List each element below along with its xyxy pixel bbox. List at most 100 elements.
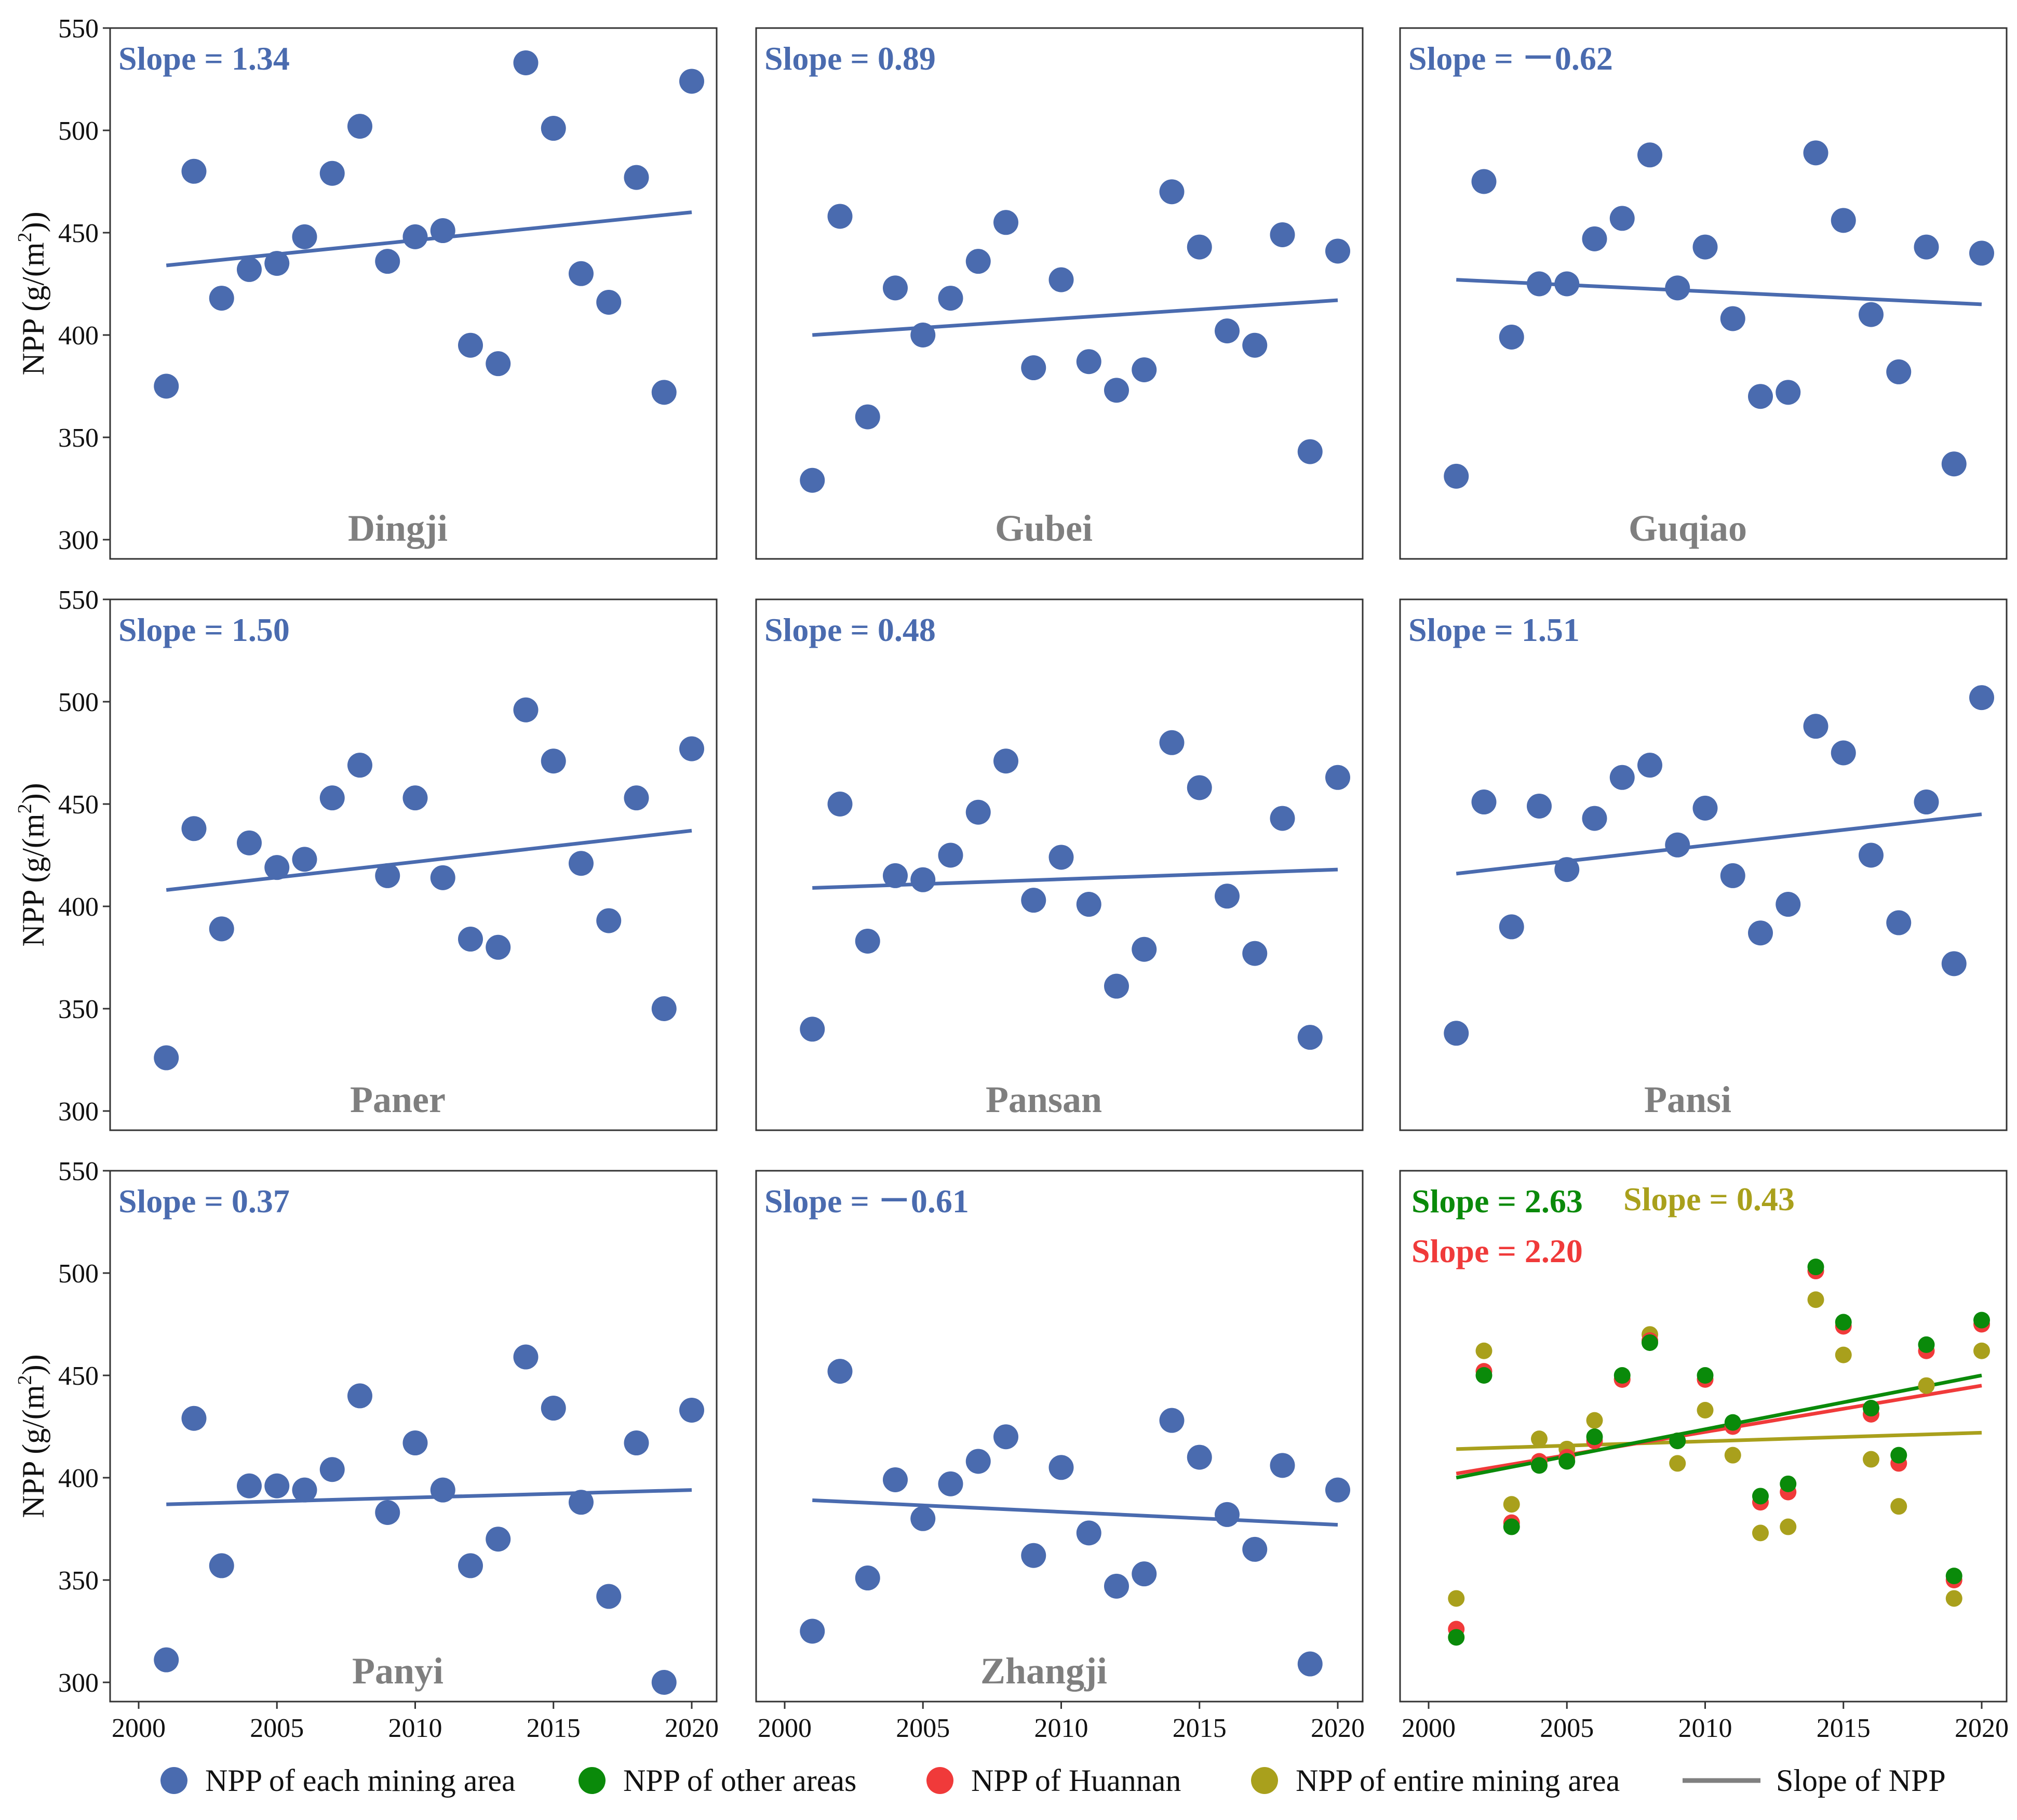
slope-label: Slope = －0.61 [764,1183,969,1220]
data-point [910,867,936,892]
data-point [1637,142,1662,168]
y-tick-label: 300 [58,526,99,555]
data-point [237,830,262,855]
data-point [1720,863,1745,888]
data-point [1886,359,1912,384]
data-point [292,847,317,872]
data-point [1692,234,1718,260]
data-point-series-0 [1780,1518,1797,1535]
data-point [1776,892,1801,917]
data-point [1665,832,1690,858]
data-point [1270,1453,1295,1478]
data-point [827,792,853,817]
data-point [651,996,677,1021]
legend-label: Slope of NPP [1776,1763,1946,1798]
data-point [1444,1021,1469,1046]
data-point [993,748,1018,774]
plot-frame [109,598,718,1131]
y-axis-label: NPP (g/(m2)) [14,783,50,946]
y-axis-label-main: NPP (g/(m [16,242,50,375]
data-point [1914,234,1939,260]
data-point [827,204,853,229]
data-point-series-0 [1807,1291,1824,1308]
data-point-series-0 [1586,1412,1603,1429]
data-point-series-0 [1448,1590,1465,1607]
trend-line [1456,812,1982,876]
data-point [855,1565,880,1591]
data-point [292,224,317,249]
data-point-series-2 [1697,1367,1714,1384]
data-point [800,1618,825,1644]
data-point [292,1477,317,1503]
data-point [1941,951,1967,976]
data-point [938,286,963,311]
data-point-series-2 [1724,1414,1741,1431]
x-tick-label: 2020 [665,1714,719,1743]
data-point [1187,234,1212,260]
y-axis-label-main: NPP (g/(m [16,1385,50,1518]
slope-label: Slope = 1.51 [1408,611,1580,648]
data-point [883,1467,908,1492]
plot-frame [755,27,1364,560]
data-point [1021,1543,1046,1568]
data-point [800,467,825,493]
data-point [1969,240,1994,266]
y-tick-label: 550 [58,14,99,44]
data-point [1297,1025,1323,1050]
data-point-series-0 [1697,1401,1714,1418]
data-point [965,249,991,274]
site-label: Paner [350,1079,446,1120]
trend-line [812,1498,1338,1527]
data-point [1637,753,1662,778]
data-point [1665,275,1690,301]
trend-line [166,828,692,892]
data-point-series-2 [1780,1475,1797,1492]
data-point [1132,1561,1157,1587]
data-point [800,1016,825,1042]
site-label: Pansi [1644,1079,1731,1120]
x-tick-label: 2015 [1817,1714,1871,1743]
data-point [1582,226,1607,251]
data-point [679,69,704,94]
panel-panyi: 300 350 400 450 500 550 NPP (g/(m2)) 2000 2005 20… [14,1157,719,1743]
data-point [458,1553,483,1578]
data-point [1132,936,1157,962]
legend-item: NPP of other areas [579,1763,856,1798]
data-point [1803,140,1828,166]
y-tick-label: 300 [58,1097,99,1127]
panel-guqiao: Slope = －0.62 Guqiao [1399,27,2008,560]
y-axis-label-sup: 2 [14,232,36,242]
y-tick-label: 300 [58,1668,99,1698]
data-point [1187,775,1212,800]
plot-frame [1399,1170,2008,1703]
data-point-series-2 [1642,1334,1658,1351]
data-point [651,380,677,405]
trend-line [166,1488,692,1506]
data-point [569,851,594,876]
data-point [1242,1536,1268,1562]
x-tick-label: 2000 [112,1714,166,1743]
y-axis-label: NPP (g/(m2)) [14,1354,50,1518]
data-point [1582,806,1607,831]
data-point [375,249,400,274]
x-tick-label: 2015 [527,1714,581,1743]
data-point [181,158,207,184]
data-point-series-0 [1669,1455,1686,1472]
y-tick-label: 350 [58,995,99,1024]
x-tick-label: 2015 [1173,1714,1227,1743]
slope-label: Slope = 2.20 [1411,1233,1583,1269]
slope-label: Slope = 0.43 [1623,1181,1795,1217]
y-axis-label: NPP (g/(m2)) [14,211,50,375]
slope-label: Slope = 0.89 [764,40,936,77]
data-point-series-0 [1724,1447,1741,1464]
data-point [596,908,622,933]
x-tick-label: 2005 [250,1714,304,1743]
data-point [883,275,908,301]
data-point [375,863,400,888]
data-point [237,1473,262,1498]
data-point [1527,271,1552,297]
data-point [1471,169,1497,194]
y-tick-label: 450 [58,219,99,248]
data-point [319,785,345,811]
